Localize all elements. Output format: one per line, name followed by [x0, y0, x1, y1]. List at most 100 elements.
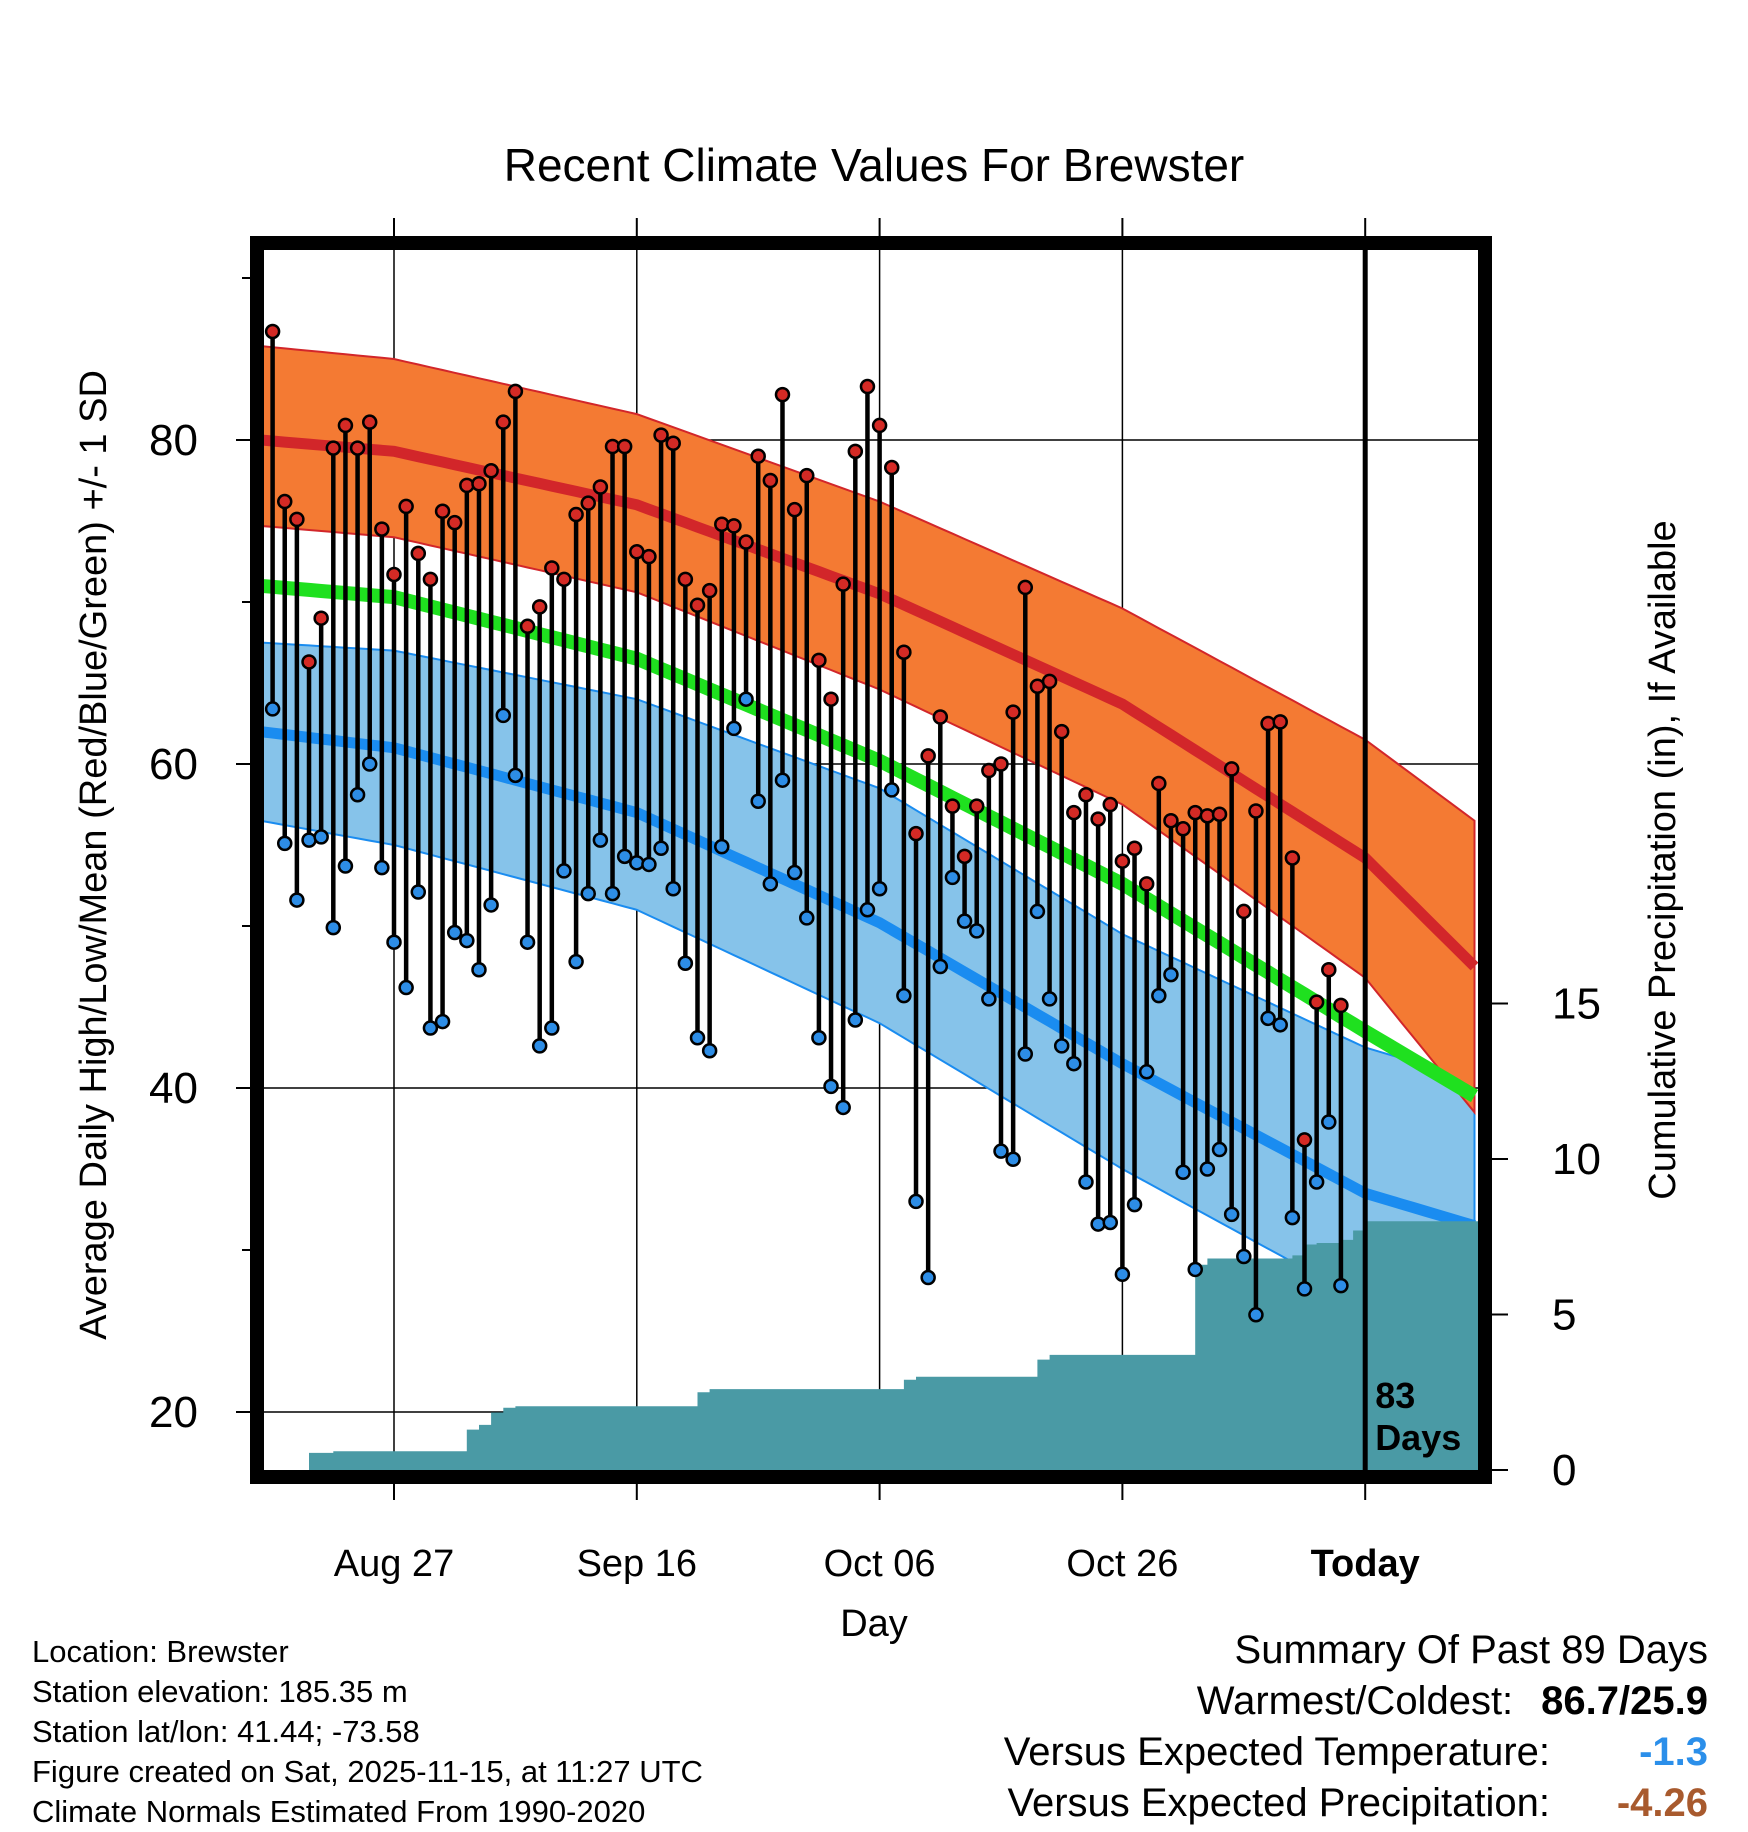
obs-high-point: [1138, 876, 1155, 892]
obs-high-point: [835, 576, 851, 592]
obs-low-point: [1017, 1046, 1034, 1062]
obs-high-point: [883, 459, 900, 476]
x-tick-label: Oct 06: [824, 1543, 936, 1585]
obs-high-point: [932, 709, 949, 725]
obs-low-point: [507, 767, 524, 784]
obs-high-point: [1236, 903, 1252, 920]
obs-low-point: [823, 1078, 839, 1095]
obs-high-point: [689, 597, 706, 613]
obs-high-point: [471, 475, 487, 492]
obs-low-point: [361, 756, 378, 772]
obs-low-point: [714, 838, 730, 855]
obs-low-point: [276, 835, 293, 852]
obs-high-point: [653, 427, 669, 443]
info-location: Location: Brewster: [32, 1634, 289, 1669]
obs-low-point: [908, 1193, 924, 1210]
obs-low-point: [1187, 1261, 1203, 1278]
obs-low-point: [1272, 1017, 1288, 1033]
obs-high-point: [981, 762, 997, 779]
obs-high-point: [786, 501, 803, 518]
obs-high-point: [1017, 579, 1034, 596]
x-tick-label: Oct 26: [1066, 1543, 1178, 1585]
obs-low-point: [896, 987, 912, 1004]
y-tick-label: 40: [149, 1064, 198, 1113]
obs-low-point: [689, 1030, 706, 1046]
obs-high-point: [313, 610, 329, 626]
obs-low-point: [641, 856, 657, 873]
obs-high-point: [823, 691, 839, 707]
obs-low-point: [398, 979, 414, 996]
obs-high-point: [1199, 808, 1216, 824]
obs-high-point: [1321, 961, 1337, 978]
y2-tick-label: 0: [1552, 1446, 1576, 1495]
x-tick-label: Sep 16: [577, 1543, 697, 1585]
obs-low-point: [495, 707, 512, 724]
obs-low-point: [1175, 1164, 1191, 1180]
obs-high-point: [374, 521, 390, 537]
obs-low-point: [1138, 1064, 1155, 1080]
obs-low-point: [1078, 1174, 1094, 1190]
obs-low-point: [811, 1030, 827, 1046]
obs-high-point: [701, 582, 718, 599]
obs-low-point: [1114, 1266, 1131, 1283]
obs-low-point: [289, 892, 305, 908]
info-created: Figure created on Sat, 2025-11-15, at 11…: [32, 1754, 703, 1789]
obs-high-point: [847, 443, 864, 460]
obs-low-point: [446, 924, 463, 941]
temp-value: -1.3: [1639, 1730, 1708, 1774]
obs-low-point: [1321, 1114, 1337, 1130]
obs-high-point: [677, 571, 694, 588]
obs-high-point: [349, 440, 366, 456]
obs-high-point: [993, 756, 1009, 772]
info-latlon: Station lat/lon: 41.44; -73.58: [32, 1714, 420, 1749]
obs-high-point: [276, 493, 293, 510]
obs-high-point: [859, 378, 876, 395]
obs-low-point: [313, 829, 329, 845]
obs-low-point: [592, 832, 609, 848]
obs-high-point: [531, 599, 548, 615]
warmest-value: 86.7/25.9: [1541, 1679, 1708, 1723]
today-days-label: Days: [1375, 1417, 1461, 1458]
obs-high-point: [1272, 714, 1288, 730]
obs-high-point: [325, 440, 342, 456]
x-tick-label: Today: [1311, 1543, 1420, 1585]
obs-high-point: [762, 472, 779, 489]
obs-high-point: [1151, 775, 1167, 792]
y-tick-label: 20: [149, 1388, 198, 1437]
y-tick-label: 80: [149, 416, 198, 465]
obs-low-point: [932, 958, 949, 975]
obs-low-point: [1284, 1209, 1301, 1226]
obs-low-point: [519, 934, 536, 950]
y2-tick-label: 10: [1552, 1135, 1601, 1184]
summary-temp-row: Versus Expected Temperature: -1.3: [1004, 1727, 1708, 1778]
obs-high-point: [1260, 715, 1276, 732]
info-normals: Climate Normals Estimated From 1990-2020: [32, 1794, 646, 1829]
obs-high-point: [799, 467, 815, 484]
obs-low-point: [349, 787, 366, 803]
obs-high-point: [507, 383, 524, 400]
obs-low-point: [653, 840, 669, 856]
obs-low-point: [944, 869, 961, 886]
obs-low-point: [422, 1020, 439, 1036]
obs-low-point: [701, 1042, 718, 1059]
obs-low-point: [264, 701, 281, 717]
obs-low-point: [835, 1099, 851, 1116]
obs-high-point: [337, 417, 354, 434]
obs-low-point: [799, 910, 815, 926]
obs-high-point: [908, 825, 924, 842]
axes: 20 40 60 80 0 5 10 15 Aug 27 Sep 16 Oct 06 Oct 26 To…: [73, 218, 1684, 1645]
obs-low-point: [847, 1012, 864, 1028]
obs-low-point: [434, 1013, 451, 1030]
temp-label: Versus Expected Temperature:: [1003, 1730, 1550, 1774]
obs-low-point: [459, 932, 475, 949]
obs-high-point: [944, 798, 961, 814]
obs-low-point: [1308, 1174, 1325, 1190]
obs-low-point: [1211, 1141, 1228, 1158]
obs-low-point: [483, 897, 499, 913]
obs-low-point: [1163, 966, 1179, 983]
obs-high-point: [750, 448, 766, 464]
today-days-count: 83: [1375, 1375, 1415, 1416]
obs-high-point: [483, 463, 499, 479]
